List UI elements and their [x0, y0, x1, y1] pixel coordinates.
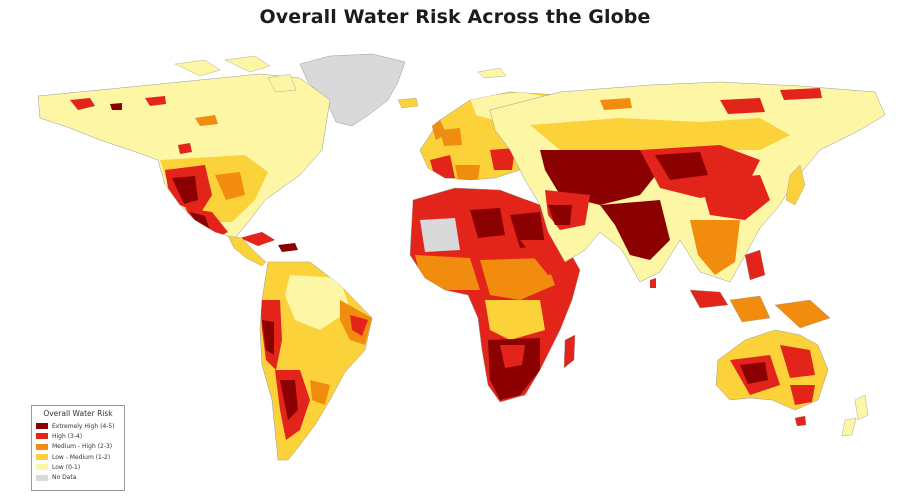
page-title: Overall Water Risk Across the Globe [259, 6, 651, 28]
legend-label: High (3-4) [52, 432, 83, 440]
legend: Overall Water Risk Extremely High (4-5) … [31, 405, 125, 491]
asia [489, 81, 886, 288]
africa [409, 187, 581, 403]
legend-label: Medium - High (2-3) [52, 443, 113, 451]
central-america [227, 235, 267, 267]
legend-swatch [36, 423, 48, 430]
legend-label: Low (0-1) [52, 463, 81, 471]
north-america [37, 73, 331, 252]
south-america [259, 261, 373, 461]
australia [715, 329, 829, 427]
legend-item: Low (0-1) [36, 462, 120, 472]
legend-swatch [36, 433, 48, 440]
arctic-islands [174, 55, 507, 93]
legend-title: Overall Water Risk [43, 409, 113, 418]
legend-item: High (3-4) [36, 431, 120, 441]
legend-item: No Data [36, 472, 120, 482]
legend-label: Low - Medium (1-2) [52, 453, 111, 461]
legend-item: Medium - High (2-3) [36, 442, 120, 452]
legend-swatch [36, 443, 48, 450]
new-zealand [841, 394, 869, 437]
legend-label: Extremely High (4-5) [52, 422, 115, 430]
legend-swatch [36, 454, 48, 461]
legend-swatch [36, 464, 48, 471]
southeast-asia-islands [689, 249, 831, 329]
legend-item: Extremely High (4-5) [36, 421, 120, 431]
legend-swatch [36, 474, 48, 481]
legend-label: No Data [52, 474, 77, 482]
legend-item: Low - Medium (1-2) [36, 452, 120, 462]
